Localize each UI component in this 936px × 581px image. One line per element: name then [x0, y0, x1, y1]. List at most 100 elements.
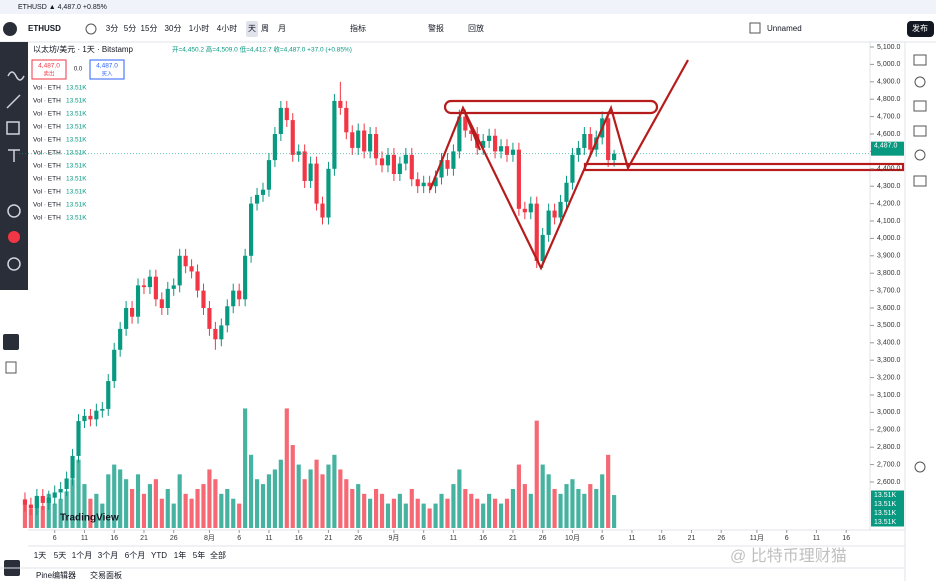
- candle-body: [141, 285, 147, 288]
- volume-tag: 13.51K: [874, 501, 897, 508]
- interval[interactable]: 15分: [141, 24, 158, 33]
- interval[interactable]: 30分: [165, 24, 182, 33]
- sell-box[interactable]: [31, 59, 67, 80]
- x-tick-label: 16: [842, 535, 850, 542]
- tool-magnet[interactable]: [7, 257, 21, 271]
- volume-tag: 13.51K: [874, 492, 897, 499]
- x-tick-label: 8月: [204, 534, 215, 542]
- interval[interactable]: 周: [261, 24, 269, 33]
- range[interactable]: 6个月: [125, 551, 145, 560]
- x-tick-label: 11月: [750, 534, 764, 542]
- volume-bar: [552, 488, 557, 528]
- icon-ideas[interactable]: [914, 149, 926, 161]
- x-tick-label: 21: [325, 535, 333, 542]
- symbol[interactable]: ETHUSD: [28, 24, 61, 33]
- tool-cycle[interactable]: [7, 204, 21, 218]
- icon-calendar[interactable]: [913, 125, 927, 137]
- candle-body: [439, 160, 444, 178]
- publish-button[interactable]: [907, 21, 934, 37]
- tool-record[interactable]: [8, 231, 20, 243]
- candle-body: [332, 100, 337, 169]
- candle-body: [118, 328, 123, 350]
- range[interactable]: 5天: [54, 551, 66, 560]
- range[interactable]: 1年: [174, 550, 186, 560]
- icon-watchlist[interactable]: [913, 54, 927, 66]
- volume-bar: [231, 498, 236, 528]
- candle-body: [546, 210, 551, 235]
- candle-body: [153, 276, 158, 300]
- x-tick-label: 11: [81, 535, 88, 542]
- candle-body: [296, 151, 301, 155]
- range[interactable]: 全部: [210, 550, 226, 560]
- range[interactable]: 1个月: [72, 551, 92, 560]
- buy-box[interactable]: [89, 59, 125, 80]
- vol-legend-value: 13.51K: [66, 163, 87, 170]
- icon-alerts[interactable]: [914, 76, 926, 88]
- candle-body: [22, 499, 28, 505]
- range[interactable]: 1天: [34, 551, 46, 560]
- interval[interactable]: 5分: [124, 24, 136, 33]
- volume-bar: [183, 493, 188, 528]
- candle-body: [368, 134, 373, 152]
- volume-tag: 13.51K: [874, 510, 897, 517]
- volume-tag-box: [871, 517, 904, 527]
- add-symbol[interactable]: [85, 23, 97, 35]
- x-tick-label: 16: [658, 535, 666, 542]
- candle-body: [189, 266, 194, 272]
- volume-bar: [397, 493, 402, 528]
- layout-name[interactable]: Unnamed: [767, 24, 802, 33]
- interval[interactable]: 4小时: [217, 23, 237, 33]
- vol-legend-value: 13.51K: [66, 137, 87, 144]
- tool-rect[interactable]: [6, 121, 20, 135]
- vol-legend-name: Vol · ETH: [33, 137, 61, 144]
- interval[interactable]: 月: [278, 24, 286, 33]
- panel-tab[interactable]: Pine编辑器: [36, 570, 76, 580]
- candle-body: [308, 163, 313, 181]
- browser-tab-bar: [0, 0, 936, 14]
- panel-tab[interactable]: 交易面板: [90, 570, 122, 580]
- vol-legend-value: 13.51K: [66, 215, 87, 222]
- volume-bar: [564, 484, 569, 528]
- candle-body: [469, 130, 474, 134]
- tool-text[interactable]: [8, 149, 20, 162]
- range[interactable]: 5年: [193, 550, 205, 560]
- candle-body: [510, 149, 516, 155]
- interval[interactable]: 天: [248, 24, 256, 33]
- alerts[interactable]: 警报: [428, 23, 444, 33]
- volume-bar: [314, 459, 319, 528]
- icon-chat[interactable]: [913, 175, 927, 187]
- vol-legend-value: 13.51K: [66, 111, 87, 118]
- volume-bar: [326, 464, 331, 528]
- indicators[interactable]: 指标: [350, 23, 366, 33]
- volume-bar: [129, 488, 135, 528]
- candle-body: [243, 255, 248, 300]
- checkbox[interactable]: [749, 22, 761, 34]
- range[interactable]: 3个月: [98, 551, 118, 560]
- volume-bar: [58, 498, 63, 528]
- y-tick-label: 3,700.0: [877, 287, 900, 294]
- volume-bar: [338, 469, 343, 528]
- avatar[interactable]: [3, 22, 17, 36]
- interval[interactable]: 3分: [106, 24, 118, 33]
- replay[interactable]: 回放: [468, 23, 484, 33]
- range[interactable]: YTD: [151, 551, 167, 560]
- candle-body: [445, 160, 450, 169]
- tool-line[interactable]: [6, 94, 21, 109]
- x-tick-label: 6: [53, 535, 57, 542]
- volume-bar: [570, 479, 575, 528]
- icon-help[interactable]: [914, 461, 926, 473]
- publish[interactable]: 发布: [912, 23, 928, 33]
- volume-bar: [457, 469, 462, 528]
- interval[interactable]: 1小时: [189, 23, 209, 33]
- tool-trash[interactable]: [5, 361, 17, 374]
- volume-tag-box: [871, 490, 904, 500]
- y-tick-label: 4,400.0: [877, 166, 900, 173]
- tool-brush[interactable]: [7, 71, 25, 81]
- volume-bar: [118, 469, 123, 528]
- resistance-zone: [443, 99, 659, 115]
- candle-body: [427, 182, 432, 187]
- tool-hide[interactable]: [3, 334, 19, 350]
- icon-data[interactable]: [913, 100, 927, 112]
- vol-legend-value: 13.51K: [66, 124, 87, 131]
- candle-body: [588, 134, 593, 150]
